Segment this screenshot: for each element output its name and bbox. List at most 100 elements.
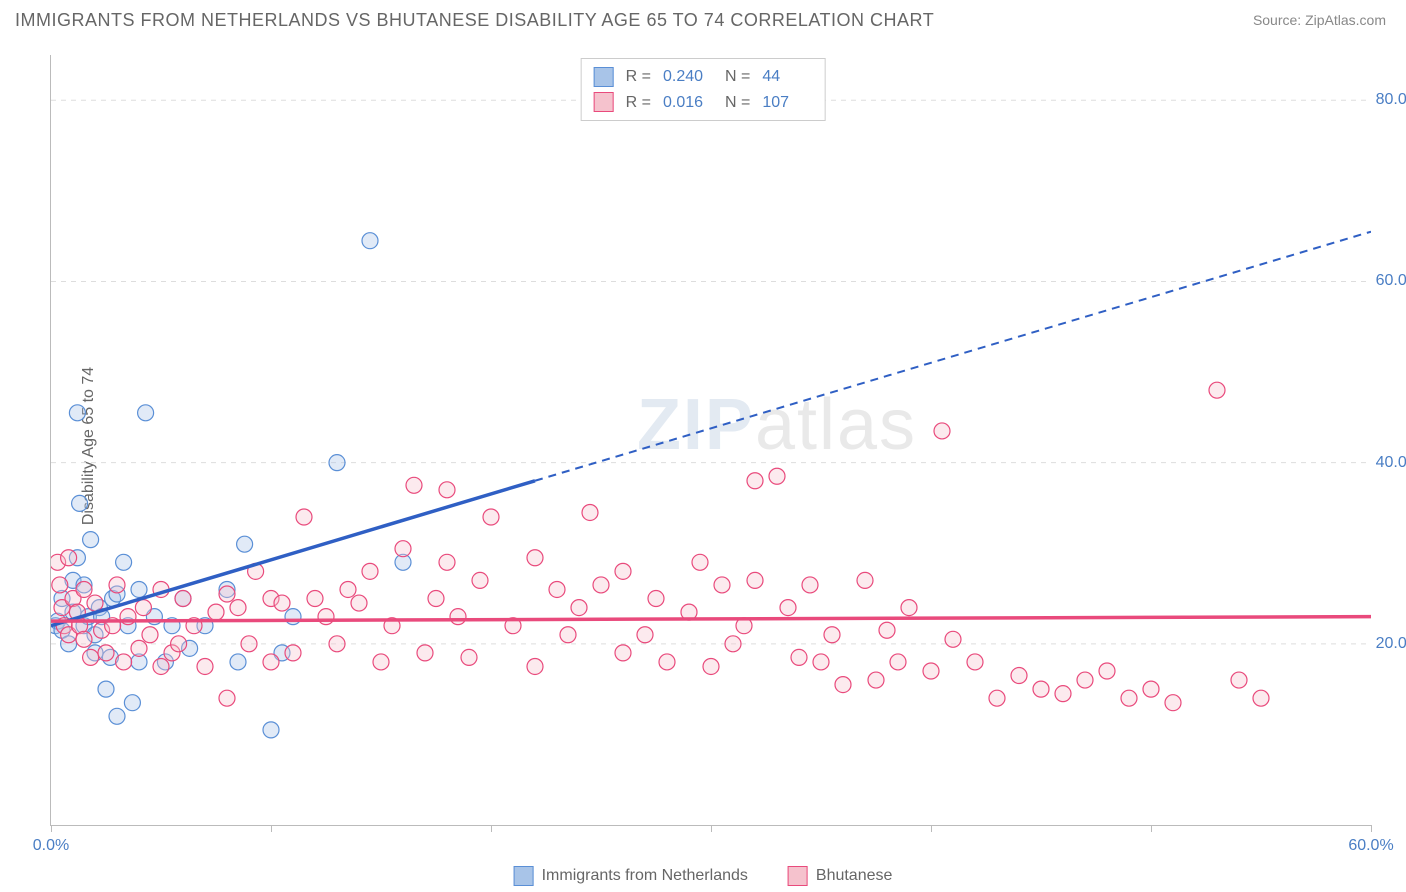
y-tick-label: 60.0% [1376,272,1406,290]
x-tick [1371,825,1372,832]
data-point [109,577,125,593]
x-tick [271,825,272,832]
r-label: R = [626,64,651,90]
data-point [472,572,488,588]
stats-legend: R = 0.240 N = 44 R = 0.016 N = 107 [581,58,826,121]
data-point [582,504,598,520]
data-point [230,654,246,670]
chart-title: IMMIGRANTS FROM NETHERLANDS VS BHUTANESE… [15,10,934,31]
trend-line-solid [51,617,1371,622]
data-point [219,586,235,602]
data-point [824,627,840,643]
stats-row-1: R = 0.240 N = 44 [594,64,813,90]
trend-line-dashed [535,232,1371,481]
n-label: N = [725,90,750,116]
data-point [263,722,279,738]
n-value-1: 44 [762,64,812,90]
data-point [879,622,895,638]
data-point [450,609,466,625]
data-point [747,572,763,588]
data-point [813,654,829,670]
stats-row-2: R = 0.016 N = 107 [594,90,813,116]
data-point [87,595,103,611]
data-point [1209,382,1225,398]
data-point [362,233,378,249]
data-point [274,595,290,611]
data-point [219,690,235,706]
chart-plot-area: ZIPatlas 20.0%40.0%60.0%80.0% 0.0%60.0% [50,55,1371,826]
data-point [1033,681,1049,697]
data-point [868,672,884,688]
data-point [725,636,741,652]
data-point [351,595,367,611]
data-point [153,658,169,674]
x-tick [1151,825,1152,832]
data-point [98,645,114,661]
swatch-netherlands [594,67,614,87]
scatter-points [51,233,1269,738]
trend-lines [51,232,1371,626]
data-point [439,554,455,570]
gridlines [51,100,1371,644]
data-point [923,663,939,679]
data-point [692,554,708,570]
data-point [340,581,356,597]
data-point [138,405,154,421]
data-point [230,600,246,616]
x-tick [711,825,712,832]
data-point [1055,686,1071,702]
data-point [197,658,213,674]
legend-label-1: Immigrants from Netherlands [542,867,748,885]
data-point [362,563,378,579]
data-point [116,654,132,670]
data-point [791,649,807,665]
data-point [934,423,950,439]
x-tick [491,825,492,832]
data-point [527,550,543,566]
data-point [615,645,631,661]
data-point [549,581,565,597]
legend-item-2: Bhutanese [788,866,893,886]
data-point [373,654,389,670]
data-point [318,609,334,625]
data-point [307,591,323,607]
chart-svg [51,55,1371,825]
data-point [142,627,158,643]
data-point [1121,690,1137,706]
x-tick [51,825,52,832]
data-point [116,554,132,570]
data-point [560,627,576,643]
data-point [648,591,664,607]
r-label: R = [626,90,651,116]
data-point [131,581,147,597]
data-point [98,681,114,697]
data-point [659,654,675,670]
data-point [285,645,301,661]
trend-line-solid [51,481,535,626]
data-point [428,591,444,607]
data-point [802,577,818,593]
data-point [69,405,85,421]
data-point [109,708,125,724]
legend-swatch-2 [788,866,808,886]
n-label: N = [725,64,750,90]
x-tick-label: 60.0% [1348,837,1393,855]
source-label: Source: ZipAtlas.com [1253,12,1386,28]
data-point [263,654,279,670]
data-point [571,600,587,616]
swatch-bhutanese [594,92,614,112]
data-point [131,640,147,656]
data-point [890,654,906,670]
data-point [483,509,499,525]
data-point [296,509,312,525]
data-point [703,658,719,674]
data-point [593,577,609,593]
r-value-1: 0.240 [663,64,713,90]
x-tick [931,825,932,832]
data-point [76,581,92,597]
r-value-2: 0.016 [663,90,713,116]
data-point [857,572,873,588]
data-point [1011,668,1027,684]
data-point [637,627,653,643]
data-point [747,473,763,489]
